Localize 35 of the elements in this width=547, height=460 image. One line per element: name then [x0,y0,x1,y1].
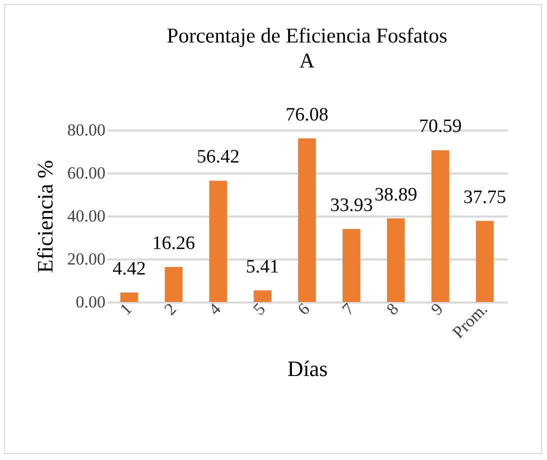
bar [209,180,227,302]
chart-subtitle: A [299,48,316,72]
data-label: 16.26 [152,233,196,254]
bar [298,138,316,302]
x-tick-label: 1 [116,299,136,319]
data-label: 38.89 [374,184,418,206]
y-tick-label: 40.00 [67,206,106,226]
data-label: 70.59 [418,116,462,138]
bar [431,150,450,302]
data-label: 4.42 [112,258,146,280]
data-label: 37.75 [463,186,506,208]
bar [254,290,272,302]
y-axis-title: Eficiencia % [32,160,58,273]
data-label: 33.93 [330,195,373,216]
x-tick-label: 8 [382,299,402,319]
x-tick-label: 7 [338,299,358,319]
data-label: 76.08 [286,104,328,126]
y-tick-label: 80.00 [67,120,106,140]
bar [342,229,360,302]
x-tick-label: 4 [205,299,225,319]
bar [120,292,138,302]
x-tick-label: 5 [249,299,269,319]
x-tick-label: 6 [294,299,314,319]
bar [164,267,183,302]
bar [476,220,494,302]
data-label: 5.41 [246,256,280,278]
x-tick-label: 9 [427,299,447,319]
data-label: 56.42 [196,146,240,168]
y-tick-label: 0.00 [76,292,106,312]
chart-title: Porcentaje de Eficiencia Fosfatos [166,23,448,48]
y-tick-label: 20.00 [67,250,106,268]
x-tick-label: 2 [160,299,180,319]
x-axis-title: Días [287,356,328,382]
bar [387,218,405,302]
y-tick-label: 60.00 [67,164,106,182]
